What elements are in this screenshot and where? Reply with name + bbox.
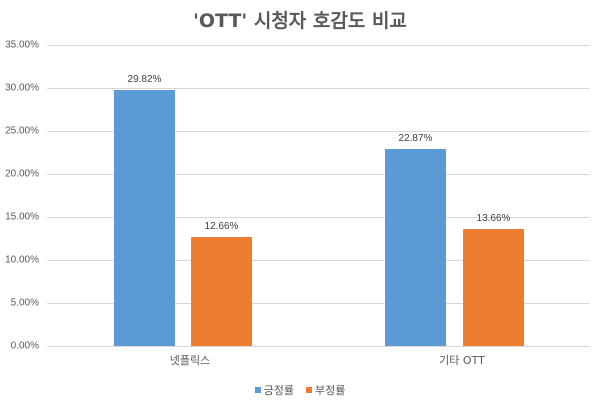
gridline [47, 260, 590, 261]
legend-swatch-icon [254, 387, 261, 393]
gridline [47, 346, 590, 347]
legend-item-negative[interactable]: 부정률 [306, 382, 345, 398]
gridline [47, 217, 590, 218]
gridline [47, 303, 590, 304]
data-label: 13.66% [476, 212, 511, 224]
gridline [47, 88, 590, 89]
plot-area: 29.82% 22.87% 12.66% 13.66% [47, 45, 590, 347]
y-tick-label: 15.00% [5, 211, 39, 223]
gridline [47, 131, 590, 132]
legend: 긍정률 부정률 [0, 382, 600, 398]
y-tick-label: 30.00% [5, 82, 39, 94]
x-category-label: 기타 OTT [439, 354, 485, 367]
legend-swatch-icon [306, 387, 312, 393]
data-label: 12.66% [204, 221, 239, 233]
x-category-label: 넷플릭스 [169, 354, 211, 367]
bar-negative-1[interactable] [463, 228, 524, 346]
data-label: 29.82% [127, 73, 162, 85]
chart-title: 'OTT' 시청자 호감도 비교 [193, 10, 407, 32]
bar-positive-1[interactable] [385, 149, 446, 346]
y-tick-label: 35.00% [5, 39, 39, 51]
y-tick-label: 25.00% [5, 125, 39, 137]
y-tick-label: 5.00% [10, 297, 39, 309]
gridline [47, 174, 590, 175]
y-tick-label: 0.00% [10, 340, 39, 352]
legend-label: 부정률 [315, 384, 346, 397]
y-tick-label: 10.00% [5, 254, 39, 266]
bar-negative-0[interactable] [191, 237, 252, 346]
legend-label: 긍정률 [263, 384, 294, 397]
y-tick-label: 20.00% [5, 168, 39, 180]
gridline [47, 45, 590, 46]
legend-item-positive[interactable]: 긍정률 [254, 382, 294, 398]
bar-positive-0[interactable] [114, 89, 175, 346]
data-label: 22.87% [398, 133, 433, 145]
